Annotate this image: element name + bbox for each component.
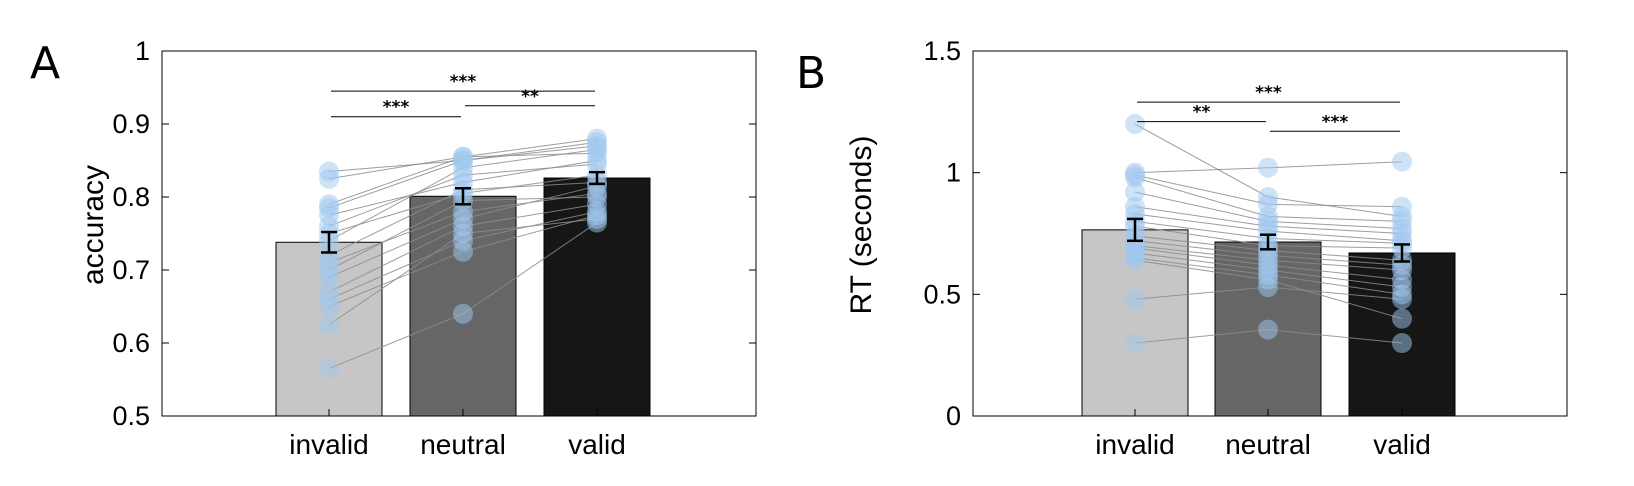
subject-dot-b-4-invalid <box>1125 182 1145 203</box>
y-tick-label-a-0: 0.5 <box>112 401 150 431</box>
y-tick-label-a-5: 1 <box>135 36 150 66</box>
significance-a-0: *** <box>331 98 461 118</box>
significance-b-1: *** <box>1270 112 1400 132</box>
subject-dot-a-16-invalid <box>319 358 339 379</box>
subject-dot-b-2-valid <box>1392 196 1412 217</box>
axes-frame-a <box>161 50 757 417</box>
error-bar-b-neutral <box>1260 233 1276 251</box>
significance-label: *** <box>450 72 477 92</box>
x-tick-label-b-neutral: neutral <box>1225 429 1311 460</box>
significance-b-2: *** <box>1137 83 1400 103</box>
x-tick-label-a-neutral: neutral <box>420 429 506 460</box>
significance-label: *** <box>383 98 410 118</box>
y-tick-label-a-3: 0.8 <box>112 182 150 212</box>
subject-dot-b-16-valid <box>1392 289 1412 310</box>
subject-dot-b-0-invalid <box>1125 114 1145 134</box>
significance-label: *** <box>1255 83 1282 103</box>
subject-dot-b-17-neutral <box>1258 319 1278 340</box>
y-tick-label-b-1: 0.5 <box>923 279 961 309</box>
error-bar-a-neutral <box>455 186 471 206</box>
significance-label: ** <box>1193 103 1211 123</box>
subject-dot-a-11-valid <box>587 176 607 197</box>
y-tick-label-b-2: 1 <box>946 158 961 188</box>
subject-dot-a-16-neutral <box>453 303 473 324</box>
significance-label: *** <box>1322 112 1349 132</box>
subject-dot-a-14-neutral <box>453 241 473 262</box>
subject-dot-b-15-invalid <box>1125 250 1145 271</box>
panel-label-a: A <box>30 38 60 89</box>
panel-a: A accuracy 0.5 0.6 0.7 0.8 0.9 1 invalid neutra… <box>30 36 757 460</box>
significance-label: ** <box>521 87 539 107</box>
axes-frame-b <box>972 50 1568 417</box>
error-bar-b-valid <box>1394 243 1410 263</box>
subject-dot-a-7-neutral <box>453 157 473 178</box>
x-tick-label-b-invalid: invalid <box>1095 429 1174 460</box>
subject-dot-b-1-neutral <box>1258 157 1278 178</box>
subject-dot-a-1-invalid <box>319 168 339 189</box>
panel-label-b: B <box>796 48 826 99</box>
subject-dot-b-15-valid <box>1392 308 1412 329</box>
significance-b-0: ** <box>1137 103 1266 123</box>
subject-dot-b-3-invalid <box>1125 167 1145 188</box>
y-tick-label-a-2: 0.7 <box>112 255 150 285</box>
subject-dot-a-16-valid <box>587 212 607 233</box>
subject-dot-b-1-valid <box>1392 151 1412 172</box>
subject-dot-a-15-invalid <box>319 314 339 335</box>
subject-dot-b-17-invalid <box>1125 333 1145 353</box>
x-tick-label-b-valid: valid <box>1373 429 1431 460</box>
subject-dot-a-11-invalid <box>319 267 339 288</box>
subject-dot-a-14-invalid <box>319 296 339 317</box>
significance-a-2: *** <box>331 72 595 92</box>
y-tick-label-a-4: 0.9 <box>112 109 150 139</box>
x-tick-label-a-valid: valid <box>568 429 626 460</box>
y-axis-label-a: accuracy <box>77 165 110 285</box>
panel-b: B RT (seconds) 0 0.5 1 1.5 invalid neutral val… <box>796 36 1568 460</box>
error-bar-a-invalid <box>321 230 337 254</box>
subject-dot-b-17-valid <box>1392 333 1412 353</box>
significance-a-1: ** <box>465 87 595 107</box>
y-tick-label-a-1: 0.6 <box>112 328 150 358</box>
y-tick-label-b-0: 0 <box>946 401 961 431</box>
subject-dot-b-16-neutral <box>1258 277 1278 298</box>
error-bar-a-valid <box>589 170 605 186</box>
subject-dot-a-7-valid <box>587 139 607 160</box>
x-tick-label-a-invalid: invalid <box>289 429 368 460</box>
subject-dot-a-15-neutral <box>453 223 473 244</box>
subject-dot-b-16-invalid <box>1125 289 1145 310</box>
y-tick-label-b-3: 1.5 <box>923 36 961 66</box>
error-bar-b-invalid <box>1127 217 1143 243</box>
y-axis-label-b: RT (seconds) <box>845 136 878 315</box>
